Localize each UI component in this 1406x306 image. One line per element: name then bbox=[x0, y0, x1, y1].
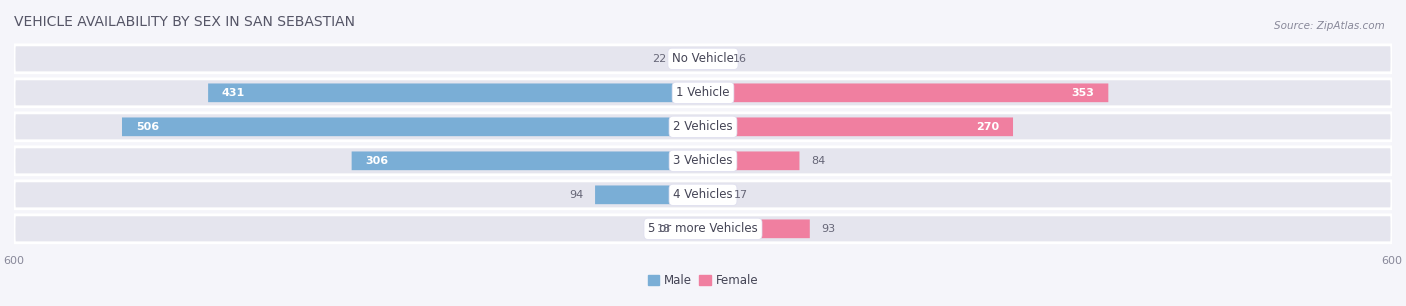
Text: VEHICLE AVAILABILITY BY SEX IN SAN SEBASTIAN: VEHICLE AVAILABILITY BY SEX IN SAN SEBAS… bbox=[14, 15, 356, 28]
FancyBboxPatch shape bbox=[14, 147, 1392, 175]
Text: 5 or more Vehicles: 5 or more Vehicles bbox=[648, 222, 758, 235]
Text: 270: 270 bbox=[976, 122, 1000, 132]
Text: 506: 506 bbox=[136, 122, 159, 132]
Text: 4 Vehicles: 4 Vehicles bbox=[673, 188, 733, 201]
FancyBboxPatch shape bbox=[678, 50, 703, 68]
FancyBboxPatch shape bbox=[703, 118, 1012, 136]
FancyBboxPatch shape bbox=[122, 118, 703, 136]
Text: No Vehicle: No Vehicle bbox=[672, 52, 734, 65]
FancyBboxPatch shape bbox=[703, 151, 800, 170]
FancyBboxPatch shape bbox=[14, 79, 1392, 107]
FancyBboxPatch shape bbox=[703, 219, 810, 238]
Text: 84: 84 bbox=[811, 156, 825, 166]
Text: 2 Vehicles: 2 Vehicles bbox=[673, 120, 733, 133]
FancyBboxPatch shape bbox=[14, 181, 1392, 209]
FancyBboxPatch shape bbox=[703, 50, 721, 68]
Text: 17: 17 bbox=[734, 190, 748, 200]
Text: 3 Vehicles: 3 Vehicles bbox=[673, 154, 733, 167]
FancyBboxPatch shape bbox=[682, 219, 703, 238]
Text: 94: 94 bbox=[569, 190, 583, 200]
Text: Source: ZipAtlas.com: Source: ZipAtlas.com bbox=[1274, 21, 1385, 32]
FancyBboxPatch shape bbox=[208, 84, 703, 102]
FancyBboxPatch shape bbox=[14, 113, 1392, 141]
FancyBboxPatch shape bbox=[595, 185, 703, 204]
FancyBboxPatch shape bbox=[703, 185, 723, 204]
FancyBboxPatch shape bbox=[14, 45, 1392, 73]
FancyBboxPatch shape bbox=[703, 84, 1108, 102]
Text: 431: 431 bbox=[222, 88, 245, 98]
Text: 22: 22 bbox=[652, 54, 666, 64]
FancyBboxPatch shape bbox=[352, 151, 703, 170]
Text: 306: 306 bbox=[366, 156, 388, 166]
Text: 353: 353 bbox=[1071, 88, 1094, 98]
FancyBboxPatch shape bbox=[14, 215, 1392, 243]
Text: 16: 16 bbox=[733, 54, 747, 64]
Text: 18: 18 bbox=[657, 224, 671, 234]
Text: 1 Vehicle: 1 Vehicle bbox=[676, 86, 730, 99]
Legend: Male, Female: Male, Female bbox=[643, 270, 763, 292]
Text: 93: 93 bbox=[821, 224, 835, 234]
